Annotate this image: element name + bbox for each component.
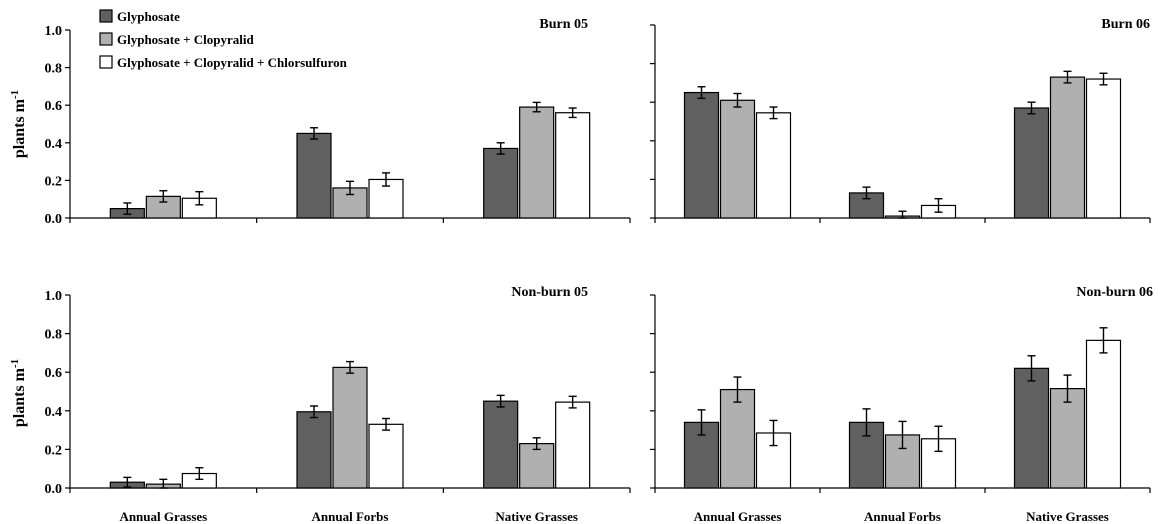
panel-title: Burn 06 xyxy=(1101,17,1150,32)
legend-label: Glyphosate + Clopyralid xyxy=(117,32,254,47)
legend-label: Glyphosate + Clopyralid + Chlorsulfuron xyxy=(117,55,348,70)
bar xyxy=(1085,78,1122,219)
bar xyxy=(683,91,720,219)
y-tick-label: 0.4 xyxy=(45,405,63,420)
panel-title: Non-burn 06 xyxy=(1076,285,1153,300)
bar xyxy=(332,366,368,489)
bar xyxy=(755,112,792,219)
x-category-label: Annual Grasses xyxy=(119,509,207,524)
y-tick-label: 0.2 xyxy=(45,443,63,458)
y-tick-label: 0.6 xyxy=(45,99,63,114)
y-tick-label: 0.2 xyxy=(45,174,63,189)
y-tick-label: 0.4 xyxy=(45,137,63,152)
y-tick-label: 0.0 xyxy=(45,482,63,497)
bar xyxy=(296,411,332,489)
y-tick-label: 1.0 xyxy=(45,24,63,39)
bar xyxy=(555,112,591,219)
x-category-label: Annual Grasses xyxy=(694,509,782,524)
y-tick-label: 0.8 xyxy=(45,328,63,343)
y-tick-label: 0.6 xyxy=(45,366,63,381)
y-axis-label: plants m-1 xyxy=(9,90,28,158)
x-category-label: Annual Forbs xyxy=(312,509,389,524)
y-tick-label: 0.8 xyxy=(45,62,63,77)
legend-label: Glyphosate xyxy=(117,9,180,24)
bar xyxy=(519,443,555,489)
bar xyxy=(1049,76,1086,219)
bar xyxy=(1013,107,1050,219)
y-tick-label: 0.0 xyxy=(45,212,63,227)
legend: Glyphosate Glyphosate + Clopyralid Glyphos… xyxy=(99,9,348,70)
bar xyxy=(1013,367,1050,489)
legend-swatch xyxy=(99,32,113,46)
y-axis-label-text: plants xyxy=(11,112,28,158)
panel-title: Burn 05 xyxy=(539,17,588,32)
panel-title: Non-burn 05 xyxy=(511,285,588,300)
bar xyxy=(555,401,591,489)
y-axis-label: plants m-1 xyxy=(9,359,28,427)
y-axis-label-exponent: -1 xyxy=(9,359,21,368)
bar xyxy=(519,106,555,219)
x-category-label: Annual Forbs xyxy=(864,509,941,524)
x-category-label: Native Grasses xyxy=(1026,509,1109,524)
legend-swatch xyxy=(99,55,113,69)
bar xyxy=(1085,339,1122,489)
bar xyxy=(483,400,519,489)
panel-2: Burn 06 xyxy=(650,17,1151,223)
y-axis-label-unit: m xyxy=(11,367,28,381)
panel-3: 0.0 0.2 0.4 0.6 0.8 1.0 Annual Grasses Annual F… xyxy=(45,285,631,524)
bar xyxy=(719,388,756,489)
panel-4: Annual Grasses Annual Forbs Native Grasses… xyxy=(650,285,1153,524)
y-axis-label-unit: m xyxy=(11,98,28,112)
legend-swatch xyxy=(99,9,113,23)
panel-1: 0.0 0.2 0.4 0.6 0.8 1.0 Burn 05 xyxy=(45,17,631,227)
bar xyxy=(296,132,332,219)
bar xyxy=(483,147,519,219)
x-category-label: Native Grasses xyxy=(495,509,578,524)
y-tick-label: 1.0 xyxy=(45,289,63,304)
bar xyxy=(368,423,404,489)
y-axis-label-exponent: -1 xyxy=(9,90,21,99)
bar xyxy=(1049,388,1086,489)
y-axis-label-text: plants xyxy=(11,381,28,427)
bar xyxy=(719,99,756,219)
